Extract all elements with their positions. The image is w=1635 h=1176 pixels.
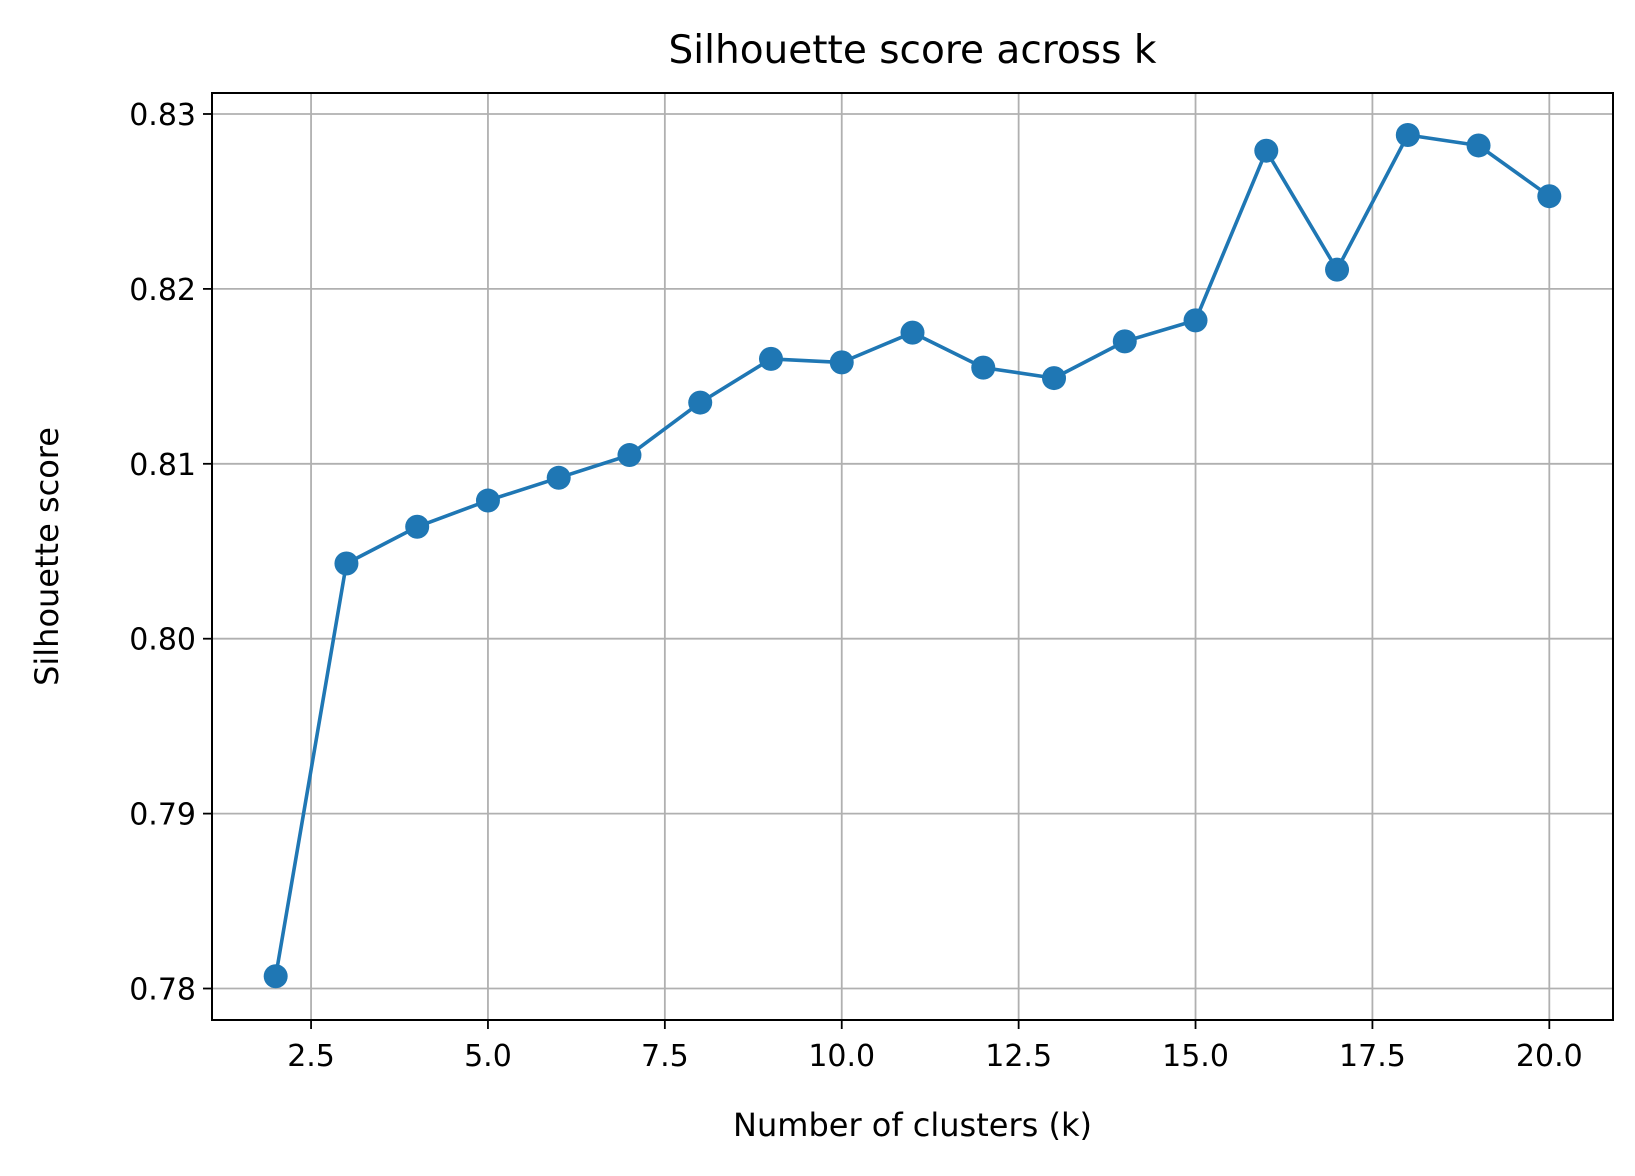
data-point xyxy=(829,350,854,375)
x-tick-label: 2.5 xyxy=(287,1039,335,1074)
data-point xyxy=(475,488,500,513)
x-tick-label: 10.0 xyxy=(808,1039,875,1074)
data-point xyxy=(1466,133,1491,158)
y-tick-label: 0.79 xyxy=(129,798,196,833)
y-tick-label: 0.82 xyxy=(129,273,196,308)
grid xyxy=(212,93,1613,1020)
data-point xyxy=(758,346,783,371)
ticks: 2.5 5.0 7.5 10.0 12.5 15.0 17.5 20.0 0.78 0.79 0.8… xyxy=(129,98,1583,1074)
y-tick-label: 0.78 xyxy=(129,973,196,1008)
data-point xyxy=(900,320,925,345)
data-point xyxy=(1183,308,1208,333)
data-point xyxy=(1325,257,1350,282)
x-tick-label: 20.0 xyxy=(1516,1039,1583,1074)
data-point xyxy=(1395,122,1420,147)
data-point xyxy=(546,465,571,490)
plot-frame xyxy=(211,92,1614,1021)
data-point xyxy=(617,443,642,468)
data-point xyxy=(405,514,430,539)
series-layer xyxy=(263,122,1562,989)
y-axis-label: Silhouette score xyxy=(28,427,66,686)
data-point xyxy=(971,355,996,380)
x-tick-label: 7.5 xyxy=(641,1039,689,1074)
y-tick-label: 0.81 xyxy=(129,448,196,483)
data-point xyxy=(688,390,713,415)
x-tick-label: 15.0 xyxy=(1162,1039,1229,1074)
data-point xyxy=(1042,366,1067,391)
x-axis-label: Number of clusters (k) xyxy=(733,1106,1092,1144)
data-point xyxy=(1537,184,1562,209)
x-tick-label: 12.5 xyxy=(985,1039,1052,1074)
data-point xyxy=(1112,329,1137,354)
chart-title: Silhouette score across k xyxy=(669,28,1157,73)
y-tick-label: 0.80 xyxy=(129,623,196,658)
data-point xyxy=(1254,138,1279,163)
y-tick-label: 0.83 xyxy=(129,98,196,133)
x-tick-label: 5.0 xyxy=(464,1039,512,1074)
data-point xyxy=(263,964,288,989)
x-tick-label: 17.5 xyxy=(1339,1039,1406,1074)
data-point xyxy=(334,551,359,576)
